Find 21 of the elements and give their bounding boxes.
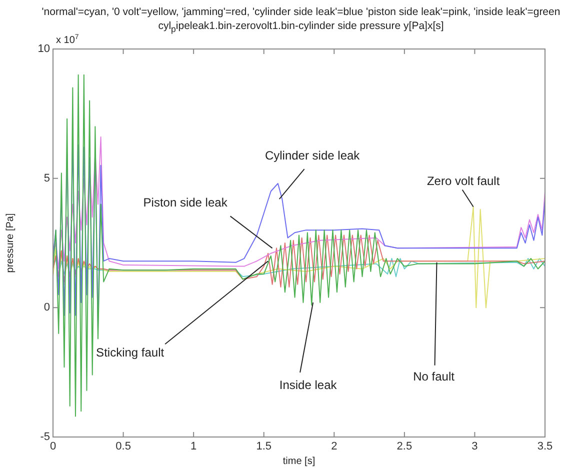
annotation: Sticking fault [96, 345, 165, 360]
annotation: Inside leak [279, 378, 338, 392]
x-tick-label: 1 [190, 440, 197, 453]
x-axis-title: time [s] [282, 456, 316, 467]
y-axis-title: pressure [Pa] [4, 213, 16, 273]
x-tick-label: 2.5 [396, 440, 412, 453]
x-tick-label: 3.5 [537, 440, 553, 453]
x-tick-label: 1.5 [256, 440, 272, 453]
annotation: Cylinder side leak [264, 148, 361, 162]
annotation: Piston side leak [143, 195, 228, 210]
x-tick-label: 3 [472, 440, 478, 453]
chart-title: 'normal'=cyan, '0 volt'=yellow, 'jamming'=red, 'cylinder side leak'=blue 'piston side leak'=pink, 'inside leak'=green [40, 6, 562, 18]
annotation: Zero volt fault [426, 174, 500, 188]
chart-subtitle: cyl$_{p}$ipeleak1.bin-zerovolt1.bin-cylinder side pressure y[Pa]x[s] [157, 20, 445, 34]
x-tick-label: 2 [331, 440, 338, 453]
y-tick-label: -5 [40, 431, 50, 444]
y-tick-label: 5 [44, 172, 50, 184]
x-tick-label: 0.5 [116, 440, 131, 453]
y-tick-label: 0 [44, 302, 50, 314]
y-tick-label: 10 [38, 43, 50, 56]
annotation: No fault [413, 370, 456, 384]
